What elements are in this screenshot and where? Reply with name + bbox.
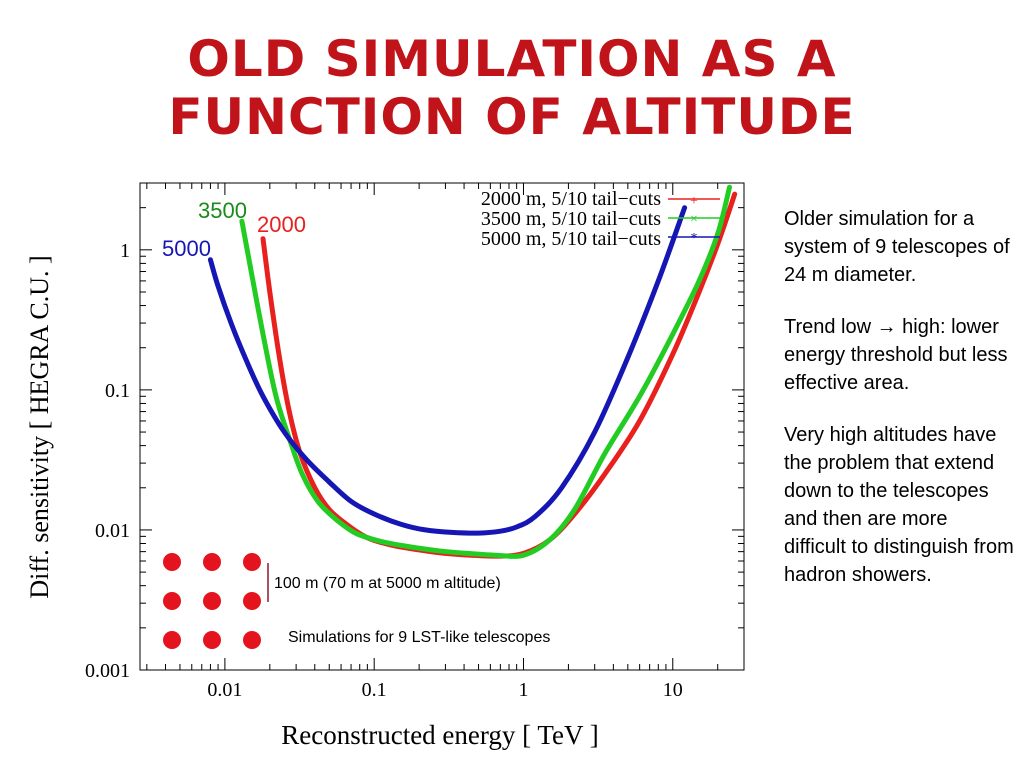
telescope-dot (163, 553, 181, 571)
note-3: Very high altitudes have the problem tha… (784, 424, 1014, 586)
curve-label-2000: 2000 (257, 212, 306, 237)
curve-label-3500: 3500 (198, 198, 247, 223)
inset-caption: Simulations for 9 LST-like telescopes (288, 629, 550, 646)
legend-entry-2000: 2000 m, 5/10 tail−cuts (481, 188, 661, 210)
curve-label-5000: 5000 (162, 236, 211, 261)
telescope-dot (243, 592, 261, 610)
y-tick-label: 0.1 (105, 380, 130, 402)
telescope-dot (203, 631, 221, 649)
x-tick-label: 1 (518, 679, 528, 701)
y-tick-label: 0.01 (95, 520, 130, 542)
scale-label: 100 m (70 m at 5000 m altitude) (274, 575, 501, 592)
telescope-dot (243, 631, 261, 649)
x-tick-label: 0.1 (362, 679, 387, 701)
y-tick-label: 0.001 (85, 660, 130, 682)
curves (207, 184, 738, 559)
legend-marker-5000: * (691, 231, 698, 246)
slide-title: OLD SIMULATION AS A FUNCTION OF ALTITUDE (0, 30, 1024, 146)
legend-marker-3500: × (690, 212, 698, 227)
note-2: Trend low → high: lower energy threshold… (784, 316, 1008, 394)
x-axis-label: Reconstructed energy [ TeV ] (281, 720, 599, 750)
y-axis-label: Diff. sensitivity [ HEGRA C.U. ] (25, 255, 54, 598)
title-line-1: OLD SIMULATION AS A (187, 30, 837, 88)
telescope-dot (163, 592, 181, 610)
legend-marker-2000: + (690, 194, 698, 209)
telescope-dot (163, 631, 181, 649)
telescope-dot (203, 592, 221, 610)
curve-3500 (239, 184, 732, 559)
axis-ticks: 0.01 0.1 1 10 0.001 0.01 0.1 1 (85, 183, 744, 701)
plot-frame (139, 182, 745, 671)
title-line-2: FUNCTION OF ALTITUDE (168, 88, 856, 146)
legend-entry-5000: 5000 m, 5/10 tail−cuts (481, 228, 661, 250)
note-1: Older simulation for a system of 9 teles… (784, 208, 1010, 286)
notes-panel: Older simulation for a system of 9 teles… (784, 205, 1014, 613)
y-tick-label: 1 (120, 240, 130, 262)
legend: 2000 m, 5/10 tail−cuts + 3500 m, 5/10 ta… (481, 188, 720, 250)
telescope-dot (203, 553, 221, 571)
legend-entry-3500: 3500 m, 5/10 tail−cuts (481, 208, 661, 230)
telescope-layout (163, 553, 261, 649)
curve-5000 (207, 205, 688, 536)
x-tick-label: 0.01 (207, 679, 242, 701)
x-tick-label: 10 (663, 679, 683, 701)
telescope-dot (243, 553, 261, 571)
